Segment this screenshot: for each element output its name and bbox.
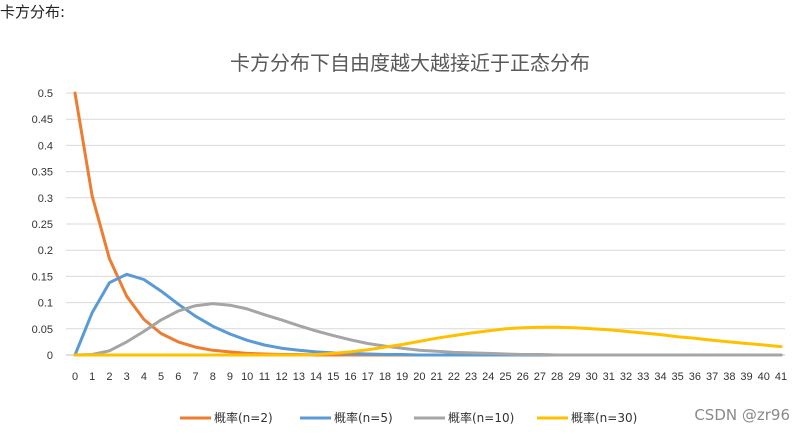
x-tick-label: 36 — [689, 371, 701, 383]
x-tick-label: 19 — [396, 371, 408, 383]
y-tick-label: 0.4 — [38, 140, 53, 152]
legend-item: 概率(n=5) — [300, 410, 393, 425]
y-tick-label: 0.15 — [32, 271, 53, 283]
chart-legend: 概率(n=2) 概率(n=5) 概率(n=10) 概率(n=30) — [180, 410, 637, 425]
x-tick-label: 5 — [158, 371, 164, 383]
y-tick-label: 0.3 — [38, 193, 53, 205]
x-tick-label: 13 — [293, 371, 305, 383]
legend-item: 概率(n=2) — [180, 410, 273, 425]
legend-item: 概率(n=30) — [537, 410, 637, 425]
y-tick-label: 0.5 — [38, 88, 53, 100]
x-tick-label: 12 — [276, 371, 288, 383]
x-tick-label: 4 — [141, 371, 147, 383]
y-tick-label: 0.45 — [32, 114, 53, 126]
series-line-4 — [73, 325, 783, 357]
y-tick-label: 0 — [47, 350, 53, 362]
x-tick-label: 15 — [327, 371, 339, 383]
x-tick-label: 21 — [430, 371, 442, 383]
x-tick-label: 34 — [654, 371, 666, 383]
y-tick-label: 0.35 — [32, 167, 53, 179]
x-tick-label: 2 — [106, 371, 112, 383]
x-tick-label: 32 — [620, 371, 632, 383]
x-tick-label: 25 — [499, 371, 511, 383]
legend-label: 概率(n=10) — [448, 410, 514, 425]
x-tick-label: 30 — [585, 371, 597, 383]
x-tick-label: 14 — [310, 371, 322, 383]
chart-title: 卡方分布下自由度越大越接近于正态分布 — [230, 51, 590, 75]
watermark: CSDN @zr96 — [694, 406, 790, 424]
legend-label: 概率(n=30) — [571, 410, 637, 425]
x-tick-label: 35 — [672, 371, 684, 383]
x-tick-label: 1 — [89, 371, 95, 383]
y-axis-ticks: 0 0.05 0.1 0.15 0.2 0.25 0.3 0.35 0.4 0.45 0.5 — [32, 88, 53, 362]
legend-item: 概率(n=10) — [414, 410, 514, 425]
x-tick-label: 16 — [344, 371, 356, 383]
x-tick-label: 8 — [210, 371, 216, 383]
x-tick-label: 27 — [534, 371, 546, 383]
series-lines — [73, 91, 783, 357]
x-tick-label: 28 — [551, 371, 563, 383]
x-tick-label: 9 — [227, 371, 233, 383]
x-tick-label: 33 — [637, 371, 649, 383]
x-tick-label: 18 — [379, 371, 391, 383]
x-tick-label: 40 — [758, 371, 770, 383]
x-tick-label: 20 — [413, 371, 425, 383]
x-tick-label: 39 — [740, 371, 752, 383]
x-tick-label: 37 — [706, 371, 718, 383]
y-tick-label: 0.25 — [32, 219, 53, 231]
x-tick-label: 38 — [723, 371, 735, 383]
x-tick-label: 31 — [603, 371, 615, 383]
x-tick-label: 26 — [517, 371, 529, 383]
y-tick-label: 0.2 — [38, 245, 53, 257]
x-tick-label: 22 — [448, 371, 460, 383]
legend-label: 概率(n=5) — [334, 410, 393, 425]
grid-lines — [66, 92, 785, 356]
y-tick-label: 0.05 — [32, 324, 53, 336]
x-tick-label: 7 — [192, 371, 198, 383]
x-tick-label: 3 — [124, 371, 130, 383]
page-heading: 卡方分布: — [0, 3, 66, 21]
legend-label: 概率(n=2) — [214, 410, 273, 425]
x-tick-label: 41 — [775, 371, 787, 383]
y-tick-label: 0.1 — [38, 298, 53, 310]
x-axis-ticks: 0 1 2 3 4 5 6 7 8 9 10 11 12 13 14 15 16 17 18 19 20 21 22 23 24… — [72, 371, 787, 383]
x-tick-label: 0 — [72, 371, 78, 383]
x-tick-label: 23 — [465, 371, 477, 383]
series-line-3 — [73, 302, 783, 357]
x-tick-label: 29 — [568, 371, 580, 383]
x-tick-label: 17 — [362, 371, 374, 383]
x-tick-label: 11 — [259, 371, 270, 383]
x-tick-label: 6 — [175, 371, 181, 383]
x-tick-label: 24 — [482, 371, 494, 383]
x-tick-label: 10 — [241, 371, 253, 383]
